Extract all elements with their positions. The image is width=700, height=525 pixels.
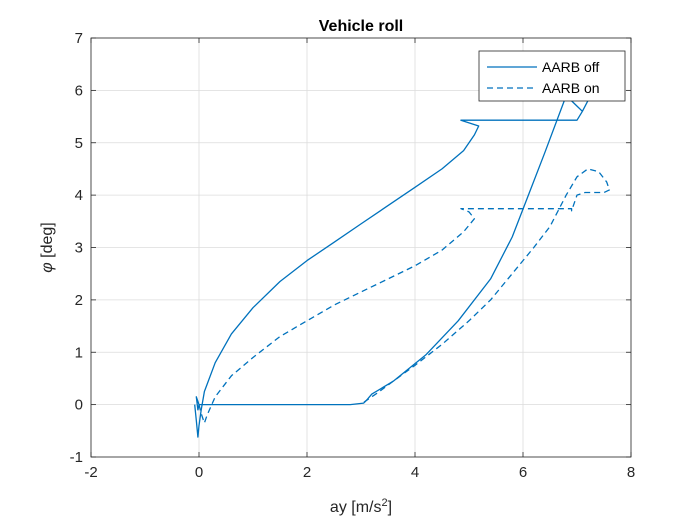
legend: AARB off AARB on	[478, 50, 626, 102]
y-tick-label: 1	[75, 344, 83, 361]
y-tick-label: 4	[75, 187, 83, 204]
y-tick-label: -1	[70, 449, 83, 466]
y-tick-label: 5	[75, 135, 83, 152]
chart-title: Vehicle roll	[319, 18, 403, 35]
x-tick-label: 6	[519, 464, 527, 481]
legend-label-aarb-off: AARB off	[542, 59, 599, 75]
legend-label-aarb-on: AARB on	[542, 80, 600, 96]
x-tick-label: 8	[627, 464, 635, 481]
y-axis-label: φ [deg]	[39, 222, 56, 272]
series-lines	[194, 94, 611, 438]
y-tick-label: 6	[75, 82, 83, 99]
y-tick-label: 2	[75, 292, 83, 309]
y-tick-label: 0	[75, 397, 83, 414]
axis-ticks: -2 0 2 4 6 8 -1 0 1 2 3 4 5 6 7	[70, 30, 636, 481]
x-tick-label: -2	[84, 464, 97, 481]
x-tick-label: 4	[411, 464, 419, 481]
series-line-aarb-on	[198, 168, 611, 424]
x-axis-label: ay [m/s2]	[330, 497, 392, 516]
y-tick-label: 3	[75, 240, 83, 257]
x-tick-label: 0	[195, 464, 203, 481]
series-line-aarb-off	[194, 94, 589, 438]
x-tick-label: 2	[303, 464, 311, 481]
legend-box	[478, 50, 626, 102]
y-tick-label: 7	[75, 30, 83, 47]
